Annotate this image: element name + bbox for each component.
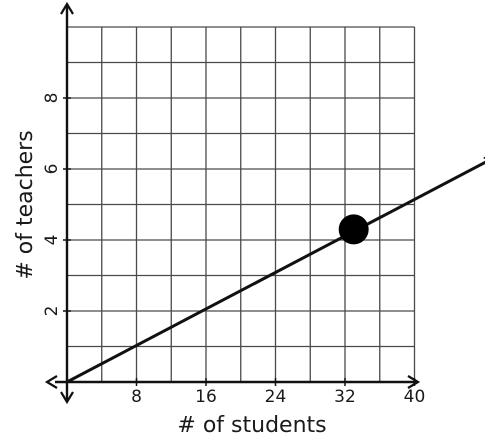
x-axis-arrow-left <box>44 375 58 389</box>
y-tick-label: 8 <box>42 93 62 104</box>
axes <box>44 1 421 405</box>
x-axis-arrow-right <box>407 375 421 389</box>
grid <box>67 26 416 382</box>
y-tick-labels: 2 4 6 8 <box>42 93 71 317</box>
highlight <box>338 214 369 245</box>
highlighted-point <box>338 214 369 245</box>
y-axis-title: # of teachers <box>13 130 38 279</box>
x-tick-label: 32 <box>334 387 356 407</box>
series-line <box>65 158 485 384</box>
x-tick-labels: 8 16 24 32 40 <box>131 378 425 407</box>
y-tick-label: 2 <box>42 306 62 317</box>
x-tick-label: 16 <box>195 387 217 407</box>
x-tick-label: 8 <box>131 387 142 407</box>
x-tick-label: 24 <box>265 387 287 407</box>
x-axis-title: # of students <box>177 413 326 438</box>
y-tick-label: 6 <box>42 164 62 175</box>
y-tick-label: 4 <box>42 235 62 246</box>
y-axis-arrow-top <box>60 1 74 15</box>
y-axis-arrow-bottom <box>60 391 74 405</box>
x-tick-label: 40 <box>404 387 426 407</box>
series <box>65 158 485 384</box>
